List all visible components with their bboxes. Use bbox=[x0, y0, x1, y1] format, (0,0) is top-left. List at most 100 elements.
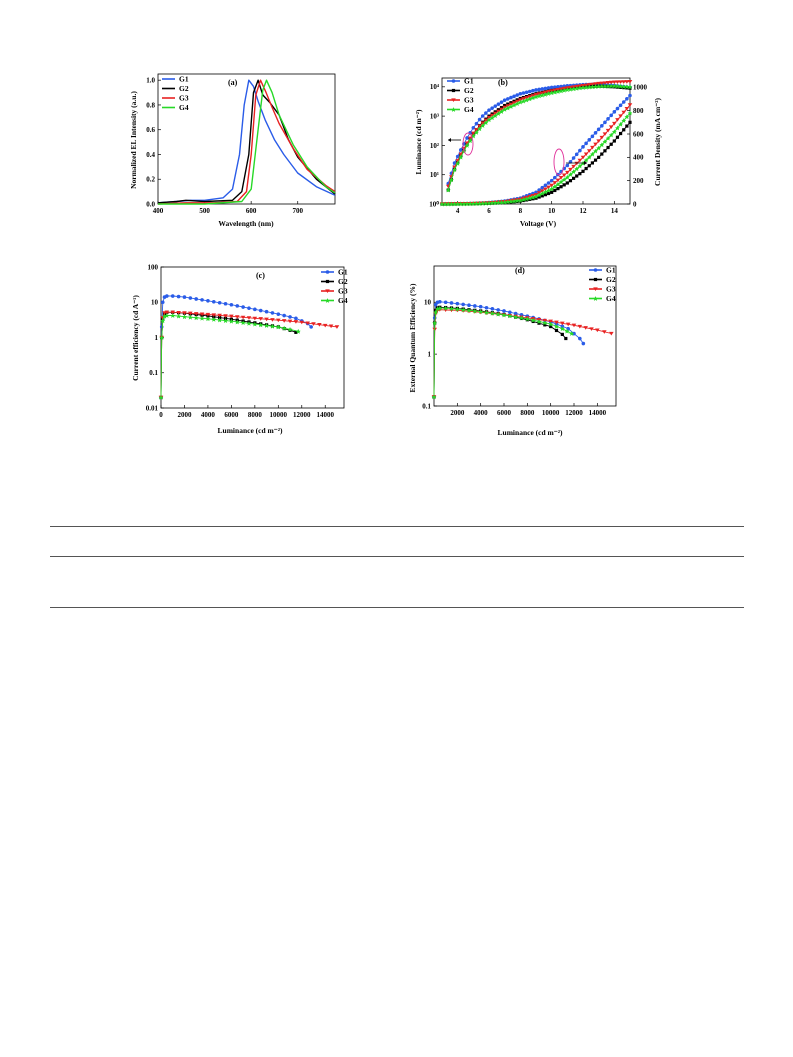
chart-d-panel-label: (d) bbox=[515, 266, 525, 275]
current-density-marker-g1 bbox=[574, 152, 579, 157]
legend-marker-g4 bbox=[593, 296, 598, 301]
x-tick-label: 4 bbox=[456, 207, 460, 215]
luminance-marker-g3 bbox=[615, 80, 620, 85]
chart-b-ylabel: Luminance (cd m⁻²) bbox=[414, 109, 423, 174]
chart-d-xlabel: Luminance (cd m⁻²) bbox=[498, 428, 563, 437]
series-marker-g4 bbox=[484, 310, 489, 315]
current-density-marker-g2 bbox=[546, 191, 551, 196]
series-marker-g1 bbox=[194, 297, 198, 301]
chart-b-panel-label: (b) bbox=[498, 78, 508, 87]
current-density-marker-g2 bbox=[603, 149, 607, 153]
series-marker-g3 bbox=[311, 322, 316, 326]
series-marker-g1 bbox=[496, 308, 500, 312]
x-tick-label: 400 bbox=[153, 207, 164, 215]
luminance-marker-g4 bbox=[627, 84, 633, 90]
chart-b-plot: 4 6 8 10 12 14 10⁰ 10¹ 10² 10³ 10⁴ 0 200 400 600 800 100… bbox=[429, 77, 647, 215]
y2-tick-label: 400 bbox=[633, 154, 644, 162]
luminance-marker-g4 bbox=[555, 89, 561, 94]
current-density-marker-g4 bbox=[514, 198, 520, 204]
current-density-marker-g2 bbox=[553, 188, 557, 193]
current-density-marker-g4 bbox=[549, 186, 555, 192]
series-marker-g3 bbox=[299, 320, 305, 325]
luminance-marker-g4 bbox=[533, 94, 539, 100]
legend-label-g2: G2 bbox=[606, 275, 616, 284]
current-density-marker-g4 bbox=[511, 198, 517, 204]
legend-marker-g2 bbox=[325, 279, 330, 284]
current-density-marker-g1 bbox=[590, 134, 595, 139]
current-density-marker-g4 bbox=[558, 179, 564, 185]
current-density-marker-g4 bbox=[621, 118, 627, 123]
series-marker-g1 bbox=[484, 305, 489, 310]
luminance-marker-g4 bbox=[527, 96, 533, 102]
luminance-marker-g4 bbox=[624, 84, 630, 90]
series-marker-g3 bbox=[287, 319, 293, 324]
series-marker-g3 bbox=[583, 326, 588, 330]
current-density-marker-g4 bbox=[539, 190, 545, 196]
series-marker-g4 bbox=[554, 323, 559, 329]
legend-marker-g2 bbox=[593, 277, 598, 282]
x-tick-label: 12 bbox=[580, 207, 588, 215]
series-marker-g4 bbox=[258, 322, 264, 328]
series-marker-g1 bbox=[258, 308, 263, 313]
luminance-marker-g4 bbox=[539, 92, 545, 98]
luminance-marker-g4 bbox=[530, 95, 536, 101]
series-marker-g4 bbox=[193, 315, 199, 321]
current-density-marker-g1 bbox=[571, 156, 576, 160]
x-tick-label: 12000 bbox=[565, 409, 583, 417]
luminance-marker-g3 bbox=[602, 81, 608, 85]
current-density-marker-g1 bbox=[537, 188, 541, 192]
legend-marker-g1 bbox=[451, 79, 456, 83]
luminance-marker-g4 bbox=[568, 86, 573, 92]
series-marker-g1 bbox=[235, 304, 240, 308]
current-density-marker-g4 bbox=[480, 200, 486, 206]
x-tick-label: 500 bbox=[199, 207, 210, 215]
luminance-marker-g2 bbox=[503, 103, 507, 108]
luminance-marker-g4 bbox=[524, 97, 529, 103]
series-marker-g1 bbox=[309, 325, 313, 329]
luminance-marker-g4 bbox=[514, 101, 520, 106]
current-density-marker-g4 bbox=[561, 177, 567, 182]
legend-label-g2: G2 bbox=[338, 277, 348, 286]
legend-label-g1: G1 bbox=[179, 75, 189, 84]
series-marker-g3 bbox=[554, 320, 559, 325]
legend-label-g4: G4 bbox=[338, 296, 348, 305]
x-tick-label: 700 bbox=[292, 207, 303, 215]
chart-a-ylabel: Normalized EL Intensity (a.u.) bbox=[129, 91, 138, 189]
series-marker-g1 bbox=[461, 302, 465, 307]
series-marker-g1 bbox=[253, 307, 257, 312]
series-marker-g4 bbox=[160, 318, 166, 324]
luminance-marker-g4 bbox=[508, 104, 514, 109]
chart-b-frame bbox=[441, 77, 631, 205]
series-marker-g1 bbox=[217, 300, 222, 305]
current-density-marker-g3 bbox=[546, 185, 551, 190]
legend-marker-g1 bbox=[593, 268, 598, 272]
series-marker-g4 bbox=[170, 313, 176, 318]
series-marker-g3 bbox=[305, 321, 310, 326]
series-marker-g4 bbox=[501, 312, 507, 318]
x-tick-label: 4000 bbox=[201, 411, 216, 419]
series-marker-g3 bbox=[281, 319, 287, 323]
series-line-g1 bbox=[157, 79, 336, 204]
legend-label-g3: G3 bbox=[179, 94, 189, 103]
chart-d: 2000 4000 6000 8000 10000 12000 140000.1110G1G… bbox=[408, 265, 617, 437]
x-tick-label: 6000 bbox=[497, 409, 512, 417]
current-density-marker-g4 bbox=[593, 148, 598, 154]
x-tick-label: 10000 bbox=[270, 411, 288, 419]
luminance-marker-g3 bbox=[599, 81, 605, 86]
luminance-marker-g4 bbox=[552, 89, 558, 95]
series-marker-g1 bbox=[182, 295, 187, 299]
y-tick-label: 0.1 bbox=[149, 369, 158, 377]
current-density-marker-g4 bbox=[489, 200, 495, 206]
series-marker-g4 bbox=[240, 320, 246, 326]
series-marker-g3 bbox=[328, 324, 334, 329]
current-density-marker-g2 bbox=[590, 161, 594, 165]
current-density-marker-g1 bbox=[549, 178, 554, 183]
current-density-marker-g4 bbox=[568, 171, 573, 177]
luminance-marker-g4 bbox=[536, 93, 542, 99]
luminance-marker-g1 bbox=[553, 85, 557, 89]
current-density-marker-g2 bbox=[556, 187, 560, 191]
series-marker-g1 bbox=[206, 298, 210, 303]
series-marker-g2 bbox=[549, 324, 553, 329]
luminance-marker-g4 bbox=[492, 113, 498, 119]
